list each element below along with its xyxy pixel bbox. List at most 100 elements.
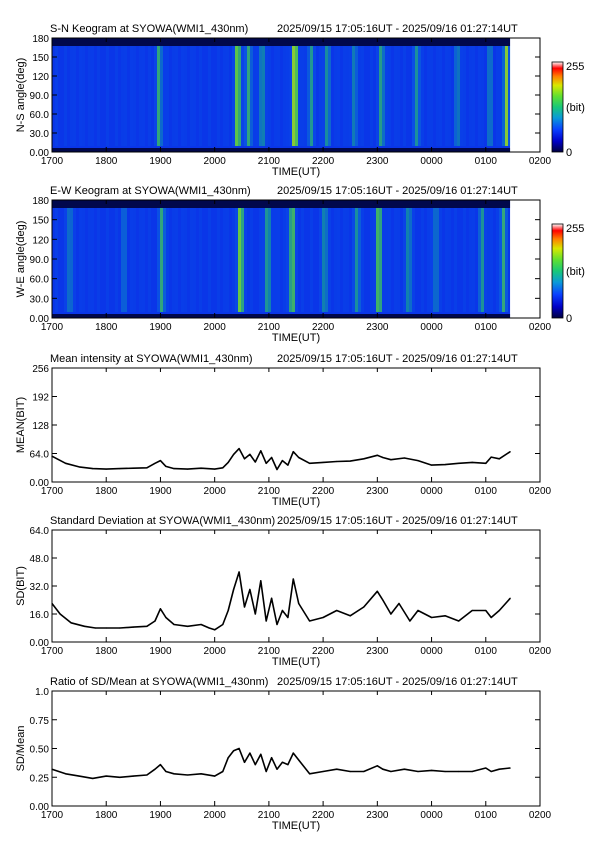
data-point (70, 622, 72, 624)
y-tick-label: 32.0 (30, 582, 50, 593)
data-point (254, 613, 256, 615)
x-tick-label: 2000 (204, 810, 227, 821)
keogram-column (154, 46, 157, 146)
data-point (64, 773, 67, 775)
keogram-column (157, 46, 160, 146)
y-tick-label: 90.0 (30, 255, 50, 266)
keogram-column (73, 46, 76, 146)
data-point (119, 776, 121, 778)
keogram-column (271, 208, 274, 312)
y-axis-label: W-E angle(deg) (15, 221, 27, 298)
data-point (78, 466, 80, 468)
y-tick-label: 0.00 (30, 314, 50, 325)
keogram-column (259, 46, 262, 146)
data-point (509, 451, 511, 453)
keogram-column (352, 208, 355, 312)
data-point (430, 769, 433, 771)
y-axis-label: SD(BIT) (15, 566, 27, 606)
keogram-column (472, 46, 475, 146)
y-tick-label: 128 (32, 421, 49, 432)
data-point (276, 468, 278, 471)
data-point (105, 627, 107, 629)
panel-title: Standard Deviation at SYOWA(WMI1_430nm) (50, 515, 275, 527)
keogram-column (499, 208, 502, 312)
keogram-column (139, 208, 142, 312)
keogram-column (301, 208, 304, 312)
keogram-column (226, 208, 229, 312)
x-tick-label: 1700 (41, 322, 64, 333)
data-point (146, 467, 148, 469)
keogram-column (157, 208, 160, 312)
keogram-column (190, 46, 193, 146)
keogram-column (70, 46, 73, 146)
data-point (471, 770, 473, 773)
colorbar (551, 223, 564, 319)
data-point (227, 757, 229, 759)
data-point (509, 597, 511, 599)
data-point (336, 460, 338, 463)
keogram-column (82, 208, 85, 312)
keogram-column (463, 46, 466, 146)
keogram-column (268, 46, 271, 146)
x-tick-label: 0100 (475, 322, 498, 333)
keogram-column (505, 46, 508, 146)
keogram-column (217, 208, 220, 312)
data-point (227, 461, 229, 464)
data-point (444, 464, 446, 466)
keogram-column (388, 46, 391, 146)
y-tick-label: 180 (32, 34, 49, 45)
data-point (390, 459, 392, 461)
keogram-column (319, 46, 322, 146)
colorbar-max-label: 255 (566, 61, 584, 73)
keogram-column (337, 208, 340, 312)
keogram-column (427, 46, 430, 146)
keogram-column (352, 46, 355, 146)
x-tick-label: 0000 (420, 486, 443, 497)
data-point (336, 768, 338, 770)
x-tick-label: 1700 (41, 156, 64, 167)
data-point (281, 761, 284, 763)
keogram-column (394, 46, 397, 146)
x-tick-label: 2000 (204, 322, 227, 333)
data-point (227, 609, 229, 612)
keogram-column (172, 46, 175, 146)
keogram-column (133, 46, 136, 146)
x-tick-label: 2000 (204, 486, 227, 497)
keogram-column (484, 208, 487, 312)
keogram-column (319, 208, 322, 312)
x-tick-label: 2300 (366, 322, 389, 333)
keogram-column (361, 46, 364, 146)
data-point (363, 770, 365, 773)
data-point (322, 461, 324, 464)
keogram-column (244, 208, 247, 312)
y-tick-label: 60.0 (30, 275, 50, 286)
series-line (51, 571, 511, 631)
data-point (281, 609, 284, 612)
keogram-column (502, 208, 505, 312)
keogram-column (148, 208, 151, 312)
data-point (132, 467, 134, 469)
y-axis-label: SD/Mean (15, 726, 27, 772)
x-tick-label: 0000 (420, 646, 443, 657)
data-point (298, 759, 300, 761)
keogram-column (478, 208, 481, 312)
keogram-column (121, 208, 124, 312)
keogram-column (262, 208, 265, 312)
data-point (92, 468, 94, 470)
series-line (51, 747, 511, 780)
x-tick-label: 1900 (149, 646, 172, 657)
x-axis-label: TIME(UT) (272, 332, 320, 344)
data-point (249, 588, 251, 591)
keogram-column (481, 208, 484, 312)
x-tick-label: 0200 (529, 486, 552, 497)
keogram-column (292, 46, 295, 146)
colorbar-unit-label: (bit) (566, 266, 585, 278)
keogram-column (238, 46, 241, 146)
data-point (308, 773, 311, 775)
keogram-column (436, 46, 439, 146)
keogram-column (124, 46, 127, 146)
keogram-column (184, 46, 187, 146)
keogram-column (259, 208, 262, 312)
y-axis-label: N-S angle(deg) (15, 58, 27, 133)
